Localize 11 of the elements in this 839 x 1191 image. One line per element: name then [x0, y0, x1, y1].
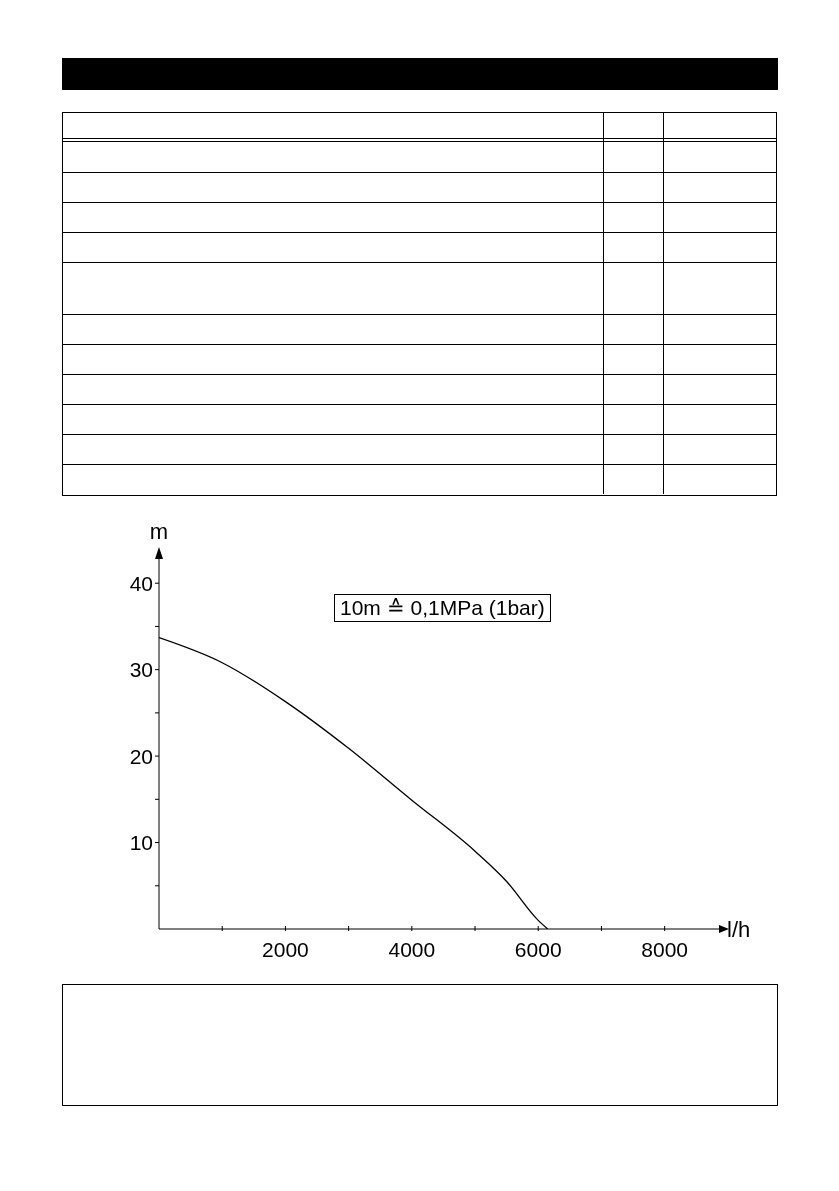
x-tick-label: 8000: [641, 937, 688, 961]
y-tick-label: 40: [129, 571, 153, 595]
y-tick-label: 20: [129, 744, 153, 768]
annotation: 10m ≙ 0,1MPa (1bar): [334, 594, 551, 622]
x-axis-title: l/h: [727, 917, 751, 942]
x-tick-label: 4000: [388, 937, 436, 961]
y-tick-label: 10: [129, 831, 153, 855]
x-tick-label: 2000: [262, 937, 309, 961]
y-axis-title: m: [149, 519, 169, 544]
x-tick-label: 6000: [514, 937, 562, 961]
y-tick-label: 30: [129, 658, 153, 682]
